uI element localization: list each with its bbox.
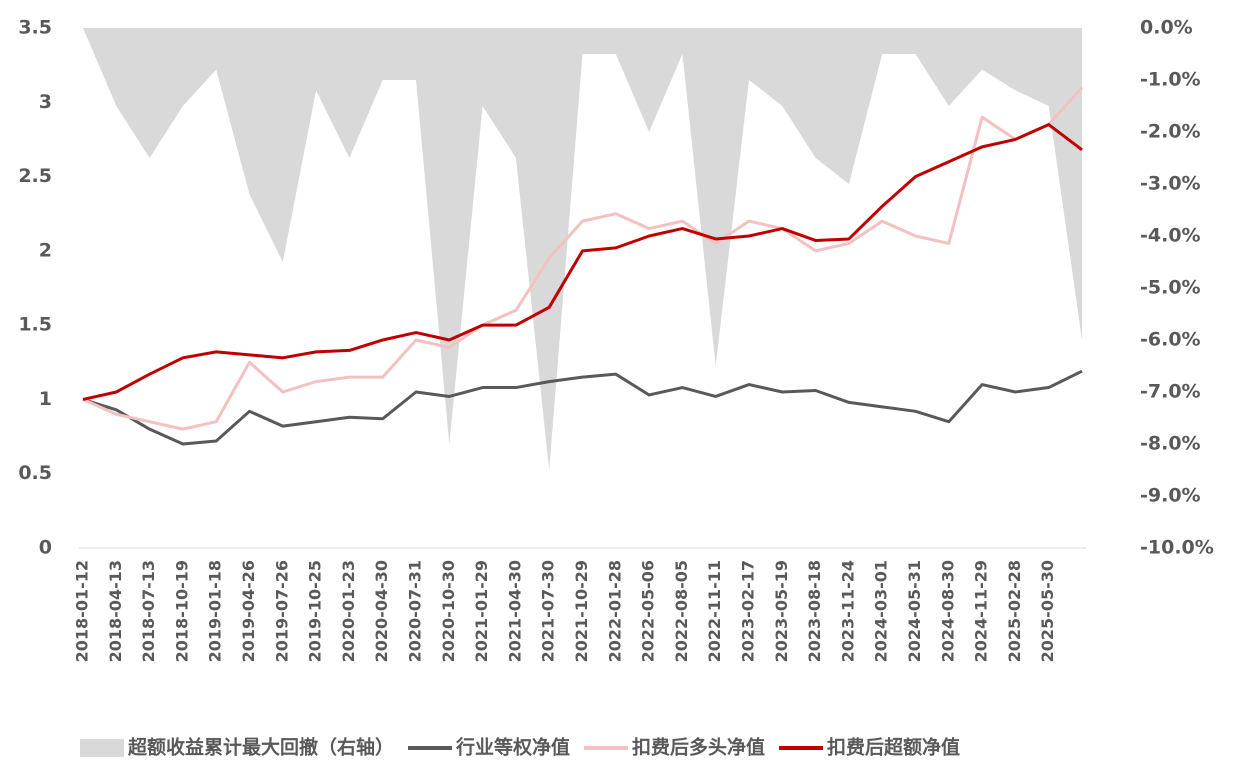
y-tick-label: 1 xyxy=(39,388,52,410)
series-line xyxy=(82,123,1083,401)
x-tick-label: 2023-11-24 xyxy=(838,560,857,662)
x-tick-label: 2020-04-30 xyxy=(372,560,391,662)
x-tick-label: 2024-05-31 xyxy=(905,560,924,662)
legend-swatch xyxy=(80,739,124,757)
y-tick-label: 0 xyxy=(39,537,52,559)
x-tick-label: 2018-10-19 xyxy=(172,560,191,662)
y2-tick-label: -5.0% xyxy=(1140,277,1201,299)
x-tick-label: 2019-10-25 xyxy=(306,560,325,662)
y2-tick-label: -3.0% xyxy=(1140,173,1201,195)
y2-tick-label: -7.0% xyxy=(1140,381,1201,403)
y2-tick-label: -2.0% xyxy=(1140,121,1201,143)
x-tick-label: 2022-11-11 xyxy=(705,560,724,662)
x-tick-label: 2025-05-30 xyxy=(1038,560,1057,662)
y2-tick-label: -1.0% xyxy=(1140,69,1201,91)
y-tick-label: 3.5 xyxy=(18,17,52,39)
x-tick-label: 2020-10-30 xyxy=(439,560,458,662)
series-line xyxy=(82,369,1083,446)
x-tick-label: 2024-11-29 xyxy=(972,560,991,662)
y2-tick-label: -10.0% xyxy=(1140,537,1214,559)
x-tick-label: 2021-01-29 xyxy=(472,560,491,662)
y-tick-label: 1.5 xyxy=(18,314,52,336)
y-tick-label: 0.5 xyxy=(18,462,52,484)
legend-label: 行业等权净值 xyxy=(455,736,570,759)
legend-label: 超额收益累计最大回撤（右轴） xyxy=(127,736,394,759)
x-tick-label: 2022-08-05 xyxy=(672,560,691,662)
y2-tick-label: -8.0% xyxy=(1140,433,1201,455)
x-tick-label: 2019-01-18 xyxy=(206,560,225,662)
x-tick-label: 2021-04-30 xyxy=(505,560,524,662)
y2-tick-label: -4.0% xyxy=(1140,225,1201,247)
x-tick-label: 2023-08-18 xyxy=(805,560,824,662)
x-tick-label: 2021-10-29 xyxy=(572,560,591,662)
y-tick-label: 3 xyxy=(39,91,52,113)
y2-tick-label: -6.0% xyxy=(1140,329,1201,351)
x-tick-label: 2020-07-31 xyxy=(406,560,425,662)
y-tick-label: 2.5 xyxy=(18,165,52,187)
x-tick-label: 2022-05-06 xyxy=(639,560,658,662)
x-tick-label: 2018-07-13 xyxy=(139,560,158,662)
series-line xyxy=(82,86,1084,431)
x-tick-label: 2025-02-28 xyxy=(1005,560,1024,662)
legend-label: 扣费后多头净值 xyxy=(632,736,765,759)
x-tick-label: 2020-01-23 xyxy=(339,560,358,662)
y-tick-label: 2 xyxy=(39,239,52,261)
x-tick-label: 2021-07-30 xyxy=(539,560,558,662)
x-tick-label: 2018-01-12 xyxy=(73,560,92,662)
x-tick-label: 2024-08-30 xyxy=(938,560,957,662)
x-tick-label: 2024-03-01 xyxy=(872,560,891,662)
x-tick-label: 2019-04-26 xyxy=(239,560,258,662)
x-tick-label: 2022-01-28 xyxy=(605,560,624,662)
x-tick-label: 2023-02-17 xyxy=(739,560,758,662)
y2-tick-label: 0.0% xyxy=(1140,17,1193,39)
y2-tick-label: -9.0% xyxy=(1140,485,1201,507)
x-tick-label: 2023-05-19 xyxy=(772,560,791,662)
drawdown-area xyxy=(83,28,1082,470)
legend-label: 扣费后超额净值 xyxy=(827,736,960,759)
x-tick-label: 2019-07-26 xyxy=(272,560,291,662)
x-tick-label: 2018-04-13 xyxy=(106,560,125,662)
